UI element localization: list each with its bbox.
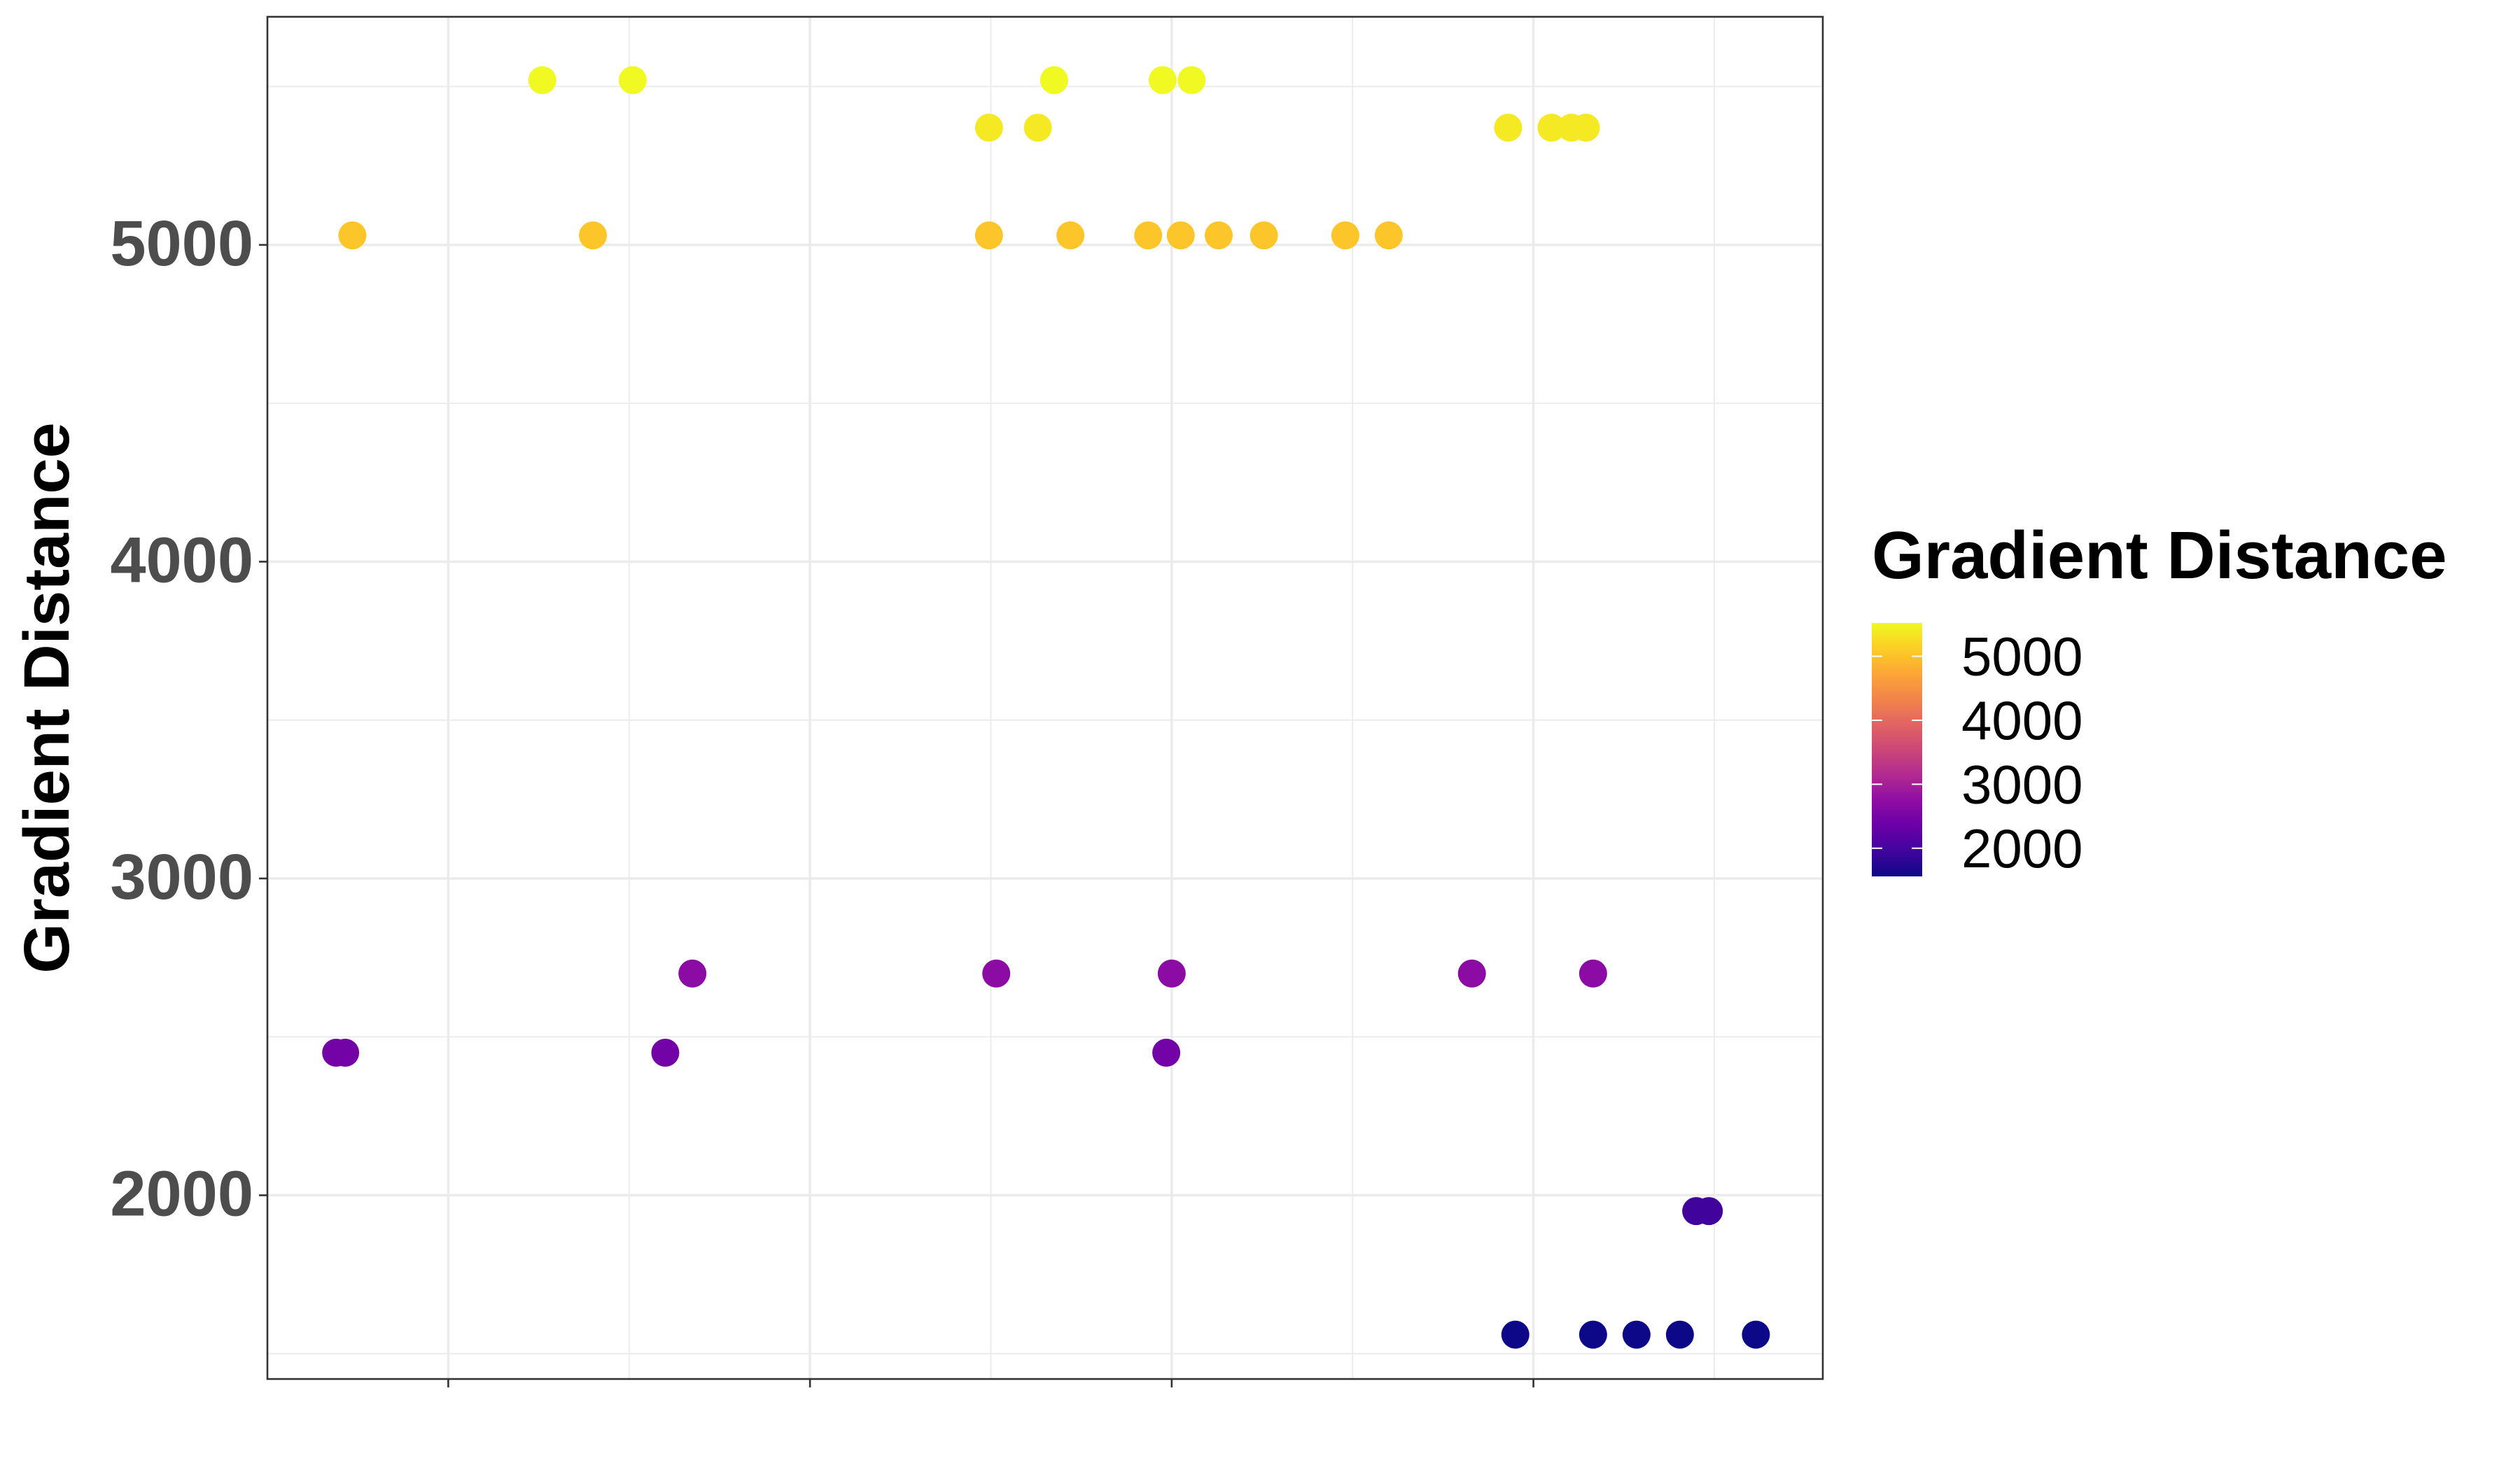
data-point <box>1040 66 1068 94</box>
data-point <box>974 221 1003 250</box>
data-point <box>1501 1320 1530 1349</box>
data-point <box>1572 113 1600 142</box>
data-point <box>1056 221 1085 250</box>
y-tick-label: 4000 <box>110 524 253 596</box>
data-point <box>1665 1320 1694 1349</box>
data-point <box>982 959 1011 988</box>
data-point <box>1250 221 1278 250</box>
data-point <box>1537 113 1566 142</box>
data-point <box>1494 113 1522 142</box>
legend-break-label: 4000 <box>1961 690 2083 751</box>
data-point <box>1177 66 1206 94</box>
y-tick-label: 5000 <box>110 208 253 279</box>
data-point <box>1457 959 1486 988</box>
data-point <box>1148 66 1177 94</box>
y-tick-label: 3000 <box>110 841 253 913</box>
legend-break-label: 2000 <box>1961 818 2083 879</box>
data-point <box>1578 1320 1607 1349</box>
axes: 2000 3000 4000 5000 <box>110 208 1534 1387</box>
data-point <box>1374 221 1403 250</box>
data-point <box>678 959 707 988</box>
plot-panel-border <box>266 15 1824 1380</box>
data-point <box>1695 1197 1723 1226</box>
data-point <box>618 66 647 94</box>
data-point <box>579 221 608 250</box>
data-point <box>338 221 367 250</box>
y-axis-title: Gradient Distance <box>11 422 83 973</box>
data-point <box>1134 221 1163 250</box>
data-point <box>651 1038 680 1067</box>
legend-title: Gradient Distance <box>1872 518 2447 593</box>
legend-colorbar <box>1872 623 1922 876</box>
y-tick-label: 2000 <box>110 1158 253 1230</box>
data-point <box>1622 1320 1651 1349</box>
data-point <box>528 66 556 94</box>
data-points <box>322 66 1770 1349</box>
data-point <box>974 113 1003 142</box>
legend-break-label: 5000 <box>1961 626 2083 687</box>
data-point <box>1023 113 1052 142</box>
data-point <box>331 1038 360 1067</box>
data-point <box>1331 221 1359 250</box>
data-point <box>1166 221 1195 250</box>
data-point <box>1205 221 1233 250</box>
legend-break-label: 3000 <box>1961 753 2083 815</box>
data-point <box>1578 959 1607 988</box>
data-point <box>1742 1320 1770 1349</box>
data-point <box>1157 959 1186 988</box>
data-point <box>1152 1038 1181 1067</box>
